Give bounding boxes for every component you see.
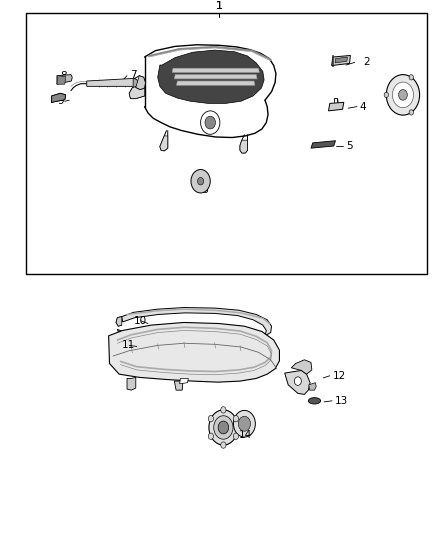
Polygon shape: [177, 81, 255, 85]
Polygon shape: [136, 76, 145, 90]
Polygon shape: [117, 308, 272, 344]
Polygon shape: [332, 55, 350, 66]
Circle shape: [208, 416, 213, 422]
Polygon shape: [291, 360, 312, 374]
Text: 12: 12: [333, 371, 346, 381]
Text: 6: 6: [201, 185, 208, 195]
Polygon shape: [311, 141, 336, 148]
Text: 10: 10: [134, 316, 147, 326]
Circle shape: [218, 421, 229, 434]
Circle shape: [233, 410, 255, 437]
Circle shape: [233, 433, 239, 439]
Polygon shape: [109, 322, 279, 382]
Text: 9: 9: [58, 96, 64, 106]
Circle shape: [221, 407, 226, 413]
Circle shape: [392, 82, 413, 108]
Polygon shape: [129, 85, 145, 99]
Text: 3: 3: [412, 88, 418, 98]
Circle shape: [191, 169, 210, 193]
Polygon shape: [174, 379, 183, 390]
Polygon shape: [328, 102, 344, 111]
Circle shape: [409, 75, 413, 80]
Circle shape: [386, 75, 420, 115]
Circle shape: [294, 377, 301, 385]
Polygon shape: [180, 378, 188, 384]
Polygon shape: [240, 140, 247, 153]
Polygon shape: [57, 76, 66, 84]
Text: 1: 1: [215, 1, 223, 11]
Polygon shape: [158, 50, 264, 103]
Polygon shape: [332, 55, 333, 66]
Polygon shape: [116, 317, 122, 326]
Circle shape: [198, 177, 204, 185]
Circle shape: [409, 110, 413, 115]
Circle shape: [208, 433, 213, 439]
Ellipse shape: [308, 398, 321, 404]
Polygon shape: [285, 370, 310, 394]
Text: 8: 8: [60, 71, 67, 80]
Polygon shape: [309, 383, 316, 390]
Circle shape: [399, 90, 407, 100]
Text: 11: 11: [122, 341, 135, 350]
Polygon shape: [133, 78, 138, 87]
Polygon shape: [52, 93, 66, 102]
Circle shape: [238, 416, 251, 431]
Polygon shape: [57, 75, 72, 84]
Polygon shape: [335, 57, 347, 63]
Circle shape: [384, 92, 389, 98]
Polygon shape: [160, 136, 168, 151]
Circle shape: [214, 416, 233, 439]
Circle shape: [233, 416, 239, 422]
Text: 7: 7: [130, 70, 136, 79]
Bar: [26, 13, 427, 274]
Text: 14: 14: [239, 431, 252, 440]
Text: 1: 1: [215, 1, 223, 11]
Circle shape: [205, 116, 215, 129]
Circle shape: [209, 410, 238, 445]
Polygon shape: [174, 75, 257, 79]
Polygon shape: [127, 377, 136, 390]
Circle shape: [221, 442, 226, 448]
Text: 13: 13: [335, 396, 348, 406]
Circle shape: [201, 111, 220, 134]
Text: 5: 5: [346, 141, 353, 150]
Text: 4: 4: [359, 102, 366, 111]
Polygon shape: [172, 68, 259, 72]
Polygon shape: [87, 78, 138, 86]
Text: 2: 2: [364, 58, 370, 67]
